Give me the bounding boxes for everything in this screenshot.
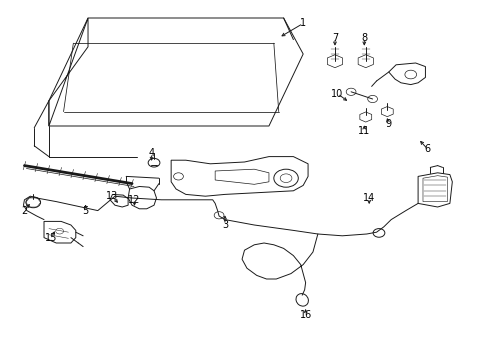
Text: 16: 16 xyxy=(299,310,311,320)
Text: 11: 11 xyxy=(357,126,370,136)
Text: 2: 2 xyxy=(21,206,27,216)
Text: 15: 15 xyxy=(45,233,58,243)
Text: 10: 10 xyxy=(330,89,343,99)
Text: 14: 14 xyxy=(362,193,375,203)
Text: 8: 8 xyxy=(361,33,366,43)
Text: 6: 6 xyxy=(424,144,430,154)
Text: 7: 7 xyxy=(331,33,337,43)
Text: 5: 5 xyxy=(82,206,88,216)
Text: 13: 13 xyxy=(106,191,119,201)
Text: 1: 1 xyxy=(300,18,305,28)
Text: 9: 9 xyxy=(385,119,391,129)
Text: 4: 4 xyxy=(148,148,154,158)
Text: 3: 3 xyxy=(222,220,227,230)
Text: 12: 12 xyxy=(128,195,141,205)
